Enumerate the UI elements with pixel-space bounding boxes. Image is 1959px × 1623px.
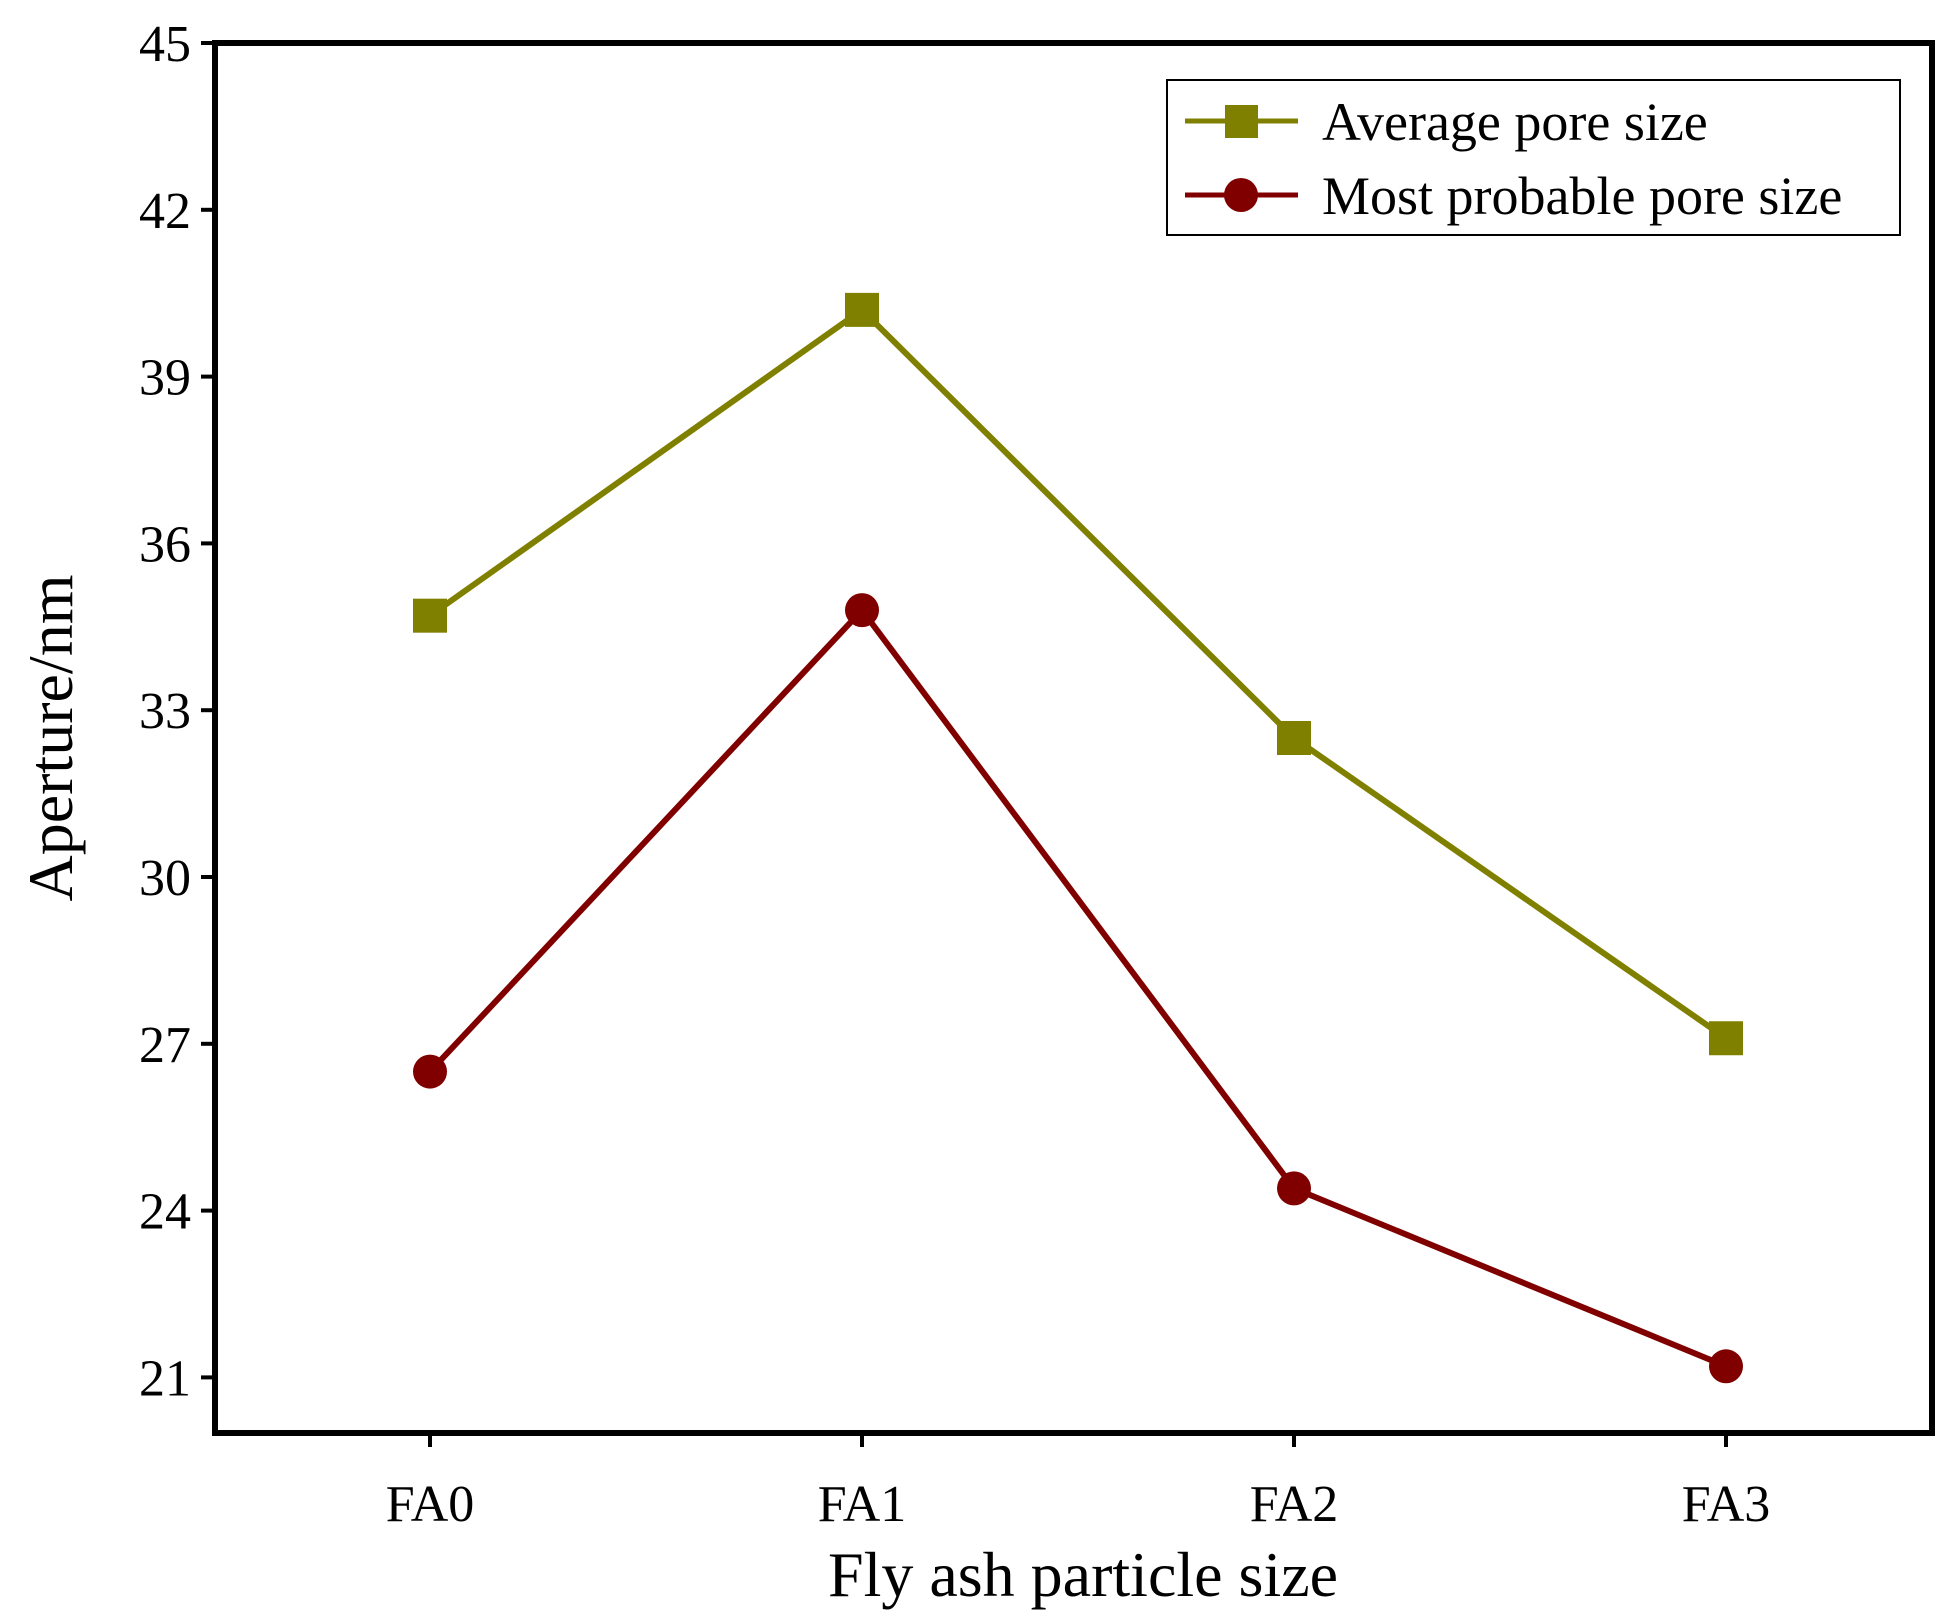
legend-marker-square bbox=[1225, 105, 1258, 138]
x-axis: FA0 FA1 FA2 FA3 bbox=[386, 1433, 1771, 1533]
y-tick-label: 36 bbox=[139, 516, 191, 573]
y-tick-label: 33 bbox=[139, 683, 191, 740]
x-tick-label: FA0 bbox=[386, 1476, 475, 1533]
legend: Average pore size Most probable pore siz… bbox=[1166, 79, 1901, 236]
data-point-circle bbox=[845, 593, 879, 628]
y-axis: 21 24 27 30 33 36 39 42 45 bbox=[139, 16, 215, 1407]
x-tick-label: FA1 bbox=[818, 1476, 907, 1533]
series-layer bbox=[413, 292, 1743, 1384]
x-tick-label: FA2 bbox=[1250, 1476, 1339, 1533]
data-point-square bbox=[1277, 721, 1311, 755]
data-point-circle bbox=[1277, 1171, 1311, 1206]
legend-marker-circle bbox=[1224, 178, 1258, 212]
legend-label-most-probable: Most probable pore size bbox=[1322, 166, 1842, 226]
data-point-square bbox=[413, 598, 447, 633]
series-line-0 bbox=[428, 306, 1728, 1041]
series-line-1 bbox=[427, 607, 1728, 1370]
x-tick-label: FA3 bbox=[1682, 1476, 1771, 1533]
y-tick-label: 45 bbox=[139, 16, 191, 73]
y-tick-label: 21 bbox=[139, 1350, 191, 1407]
data-point-circle bbox=[413, 1054, 447, 1089]
x-axis-title: Fly ash particle size bbox=[828, 1539, 1338, 1610]
legend-box bbox=[1166, 79, 1901, 236]
legend-label-average: Average pore size bbox=[1322, 92, 1708, 152]
y-tick-label: 24 bbox=[139, 1184, 191, 1241]
data-point-circle bbox=[1709, 1349, 1743, 1384]
plot-frame bbox=[212, 40, 1935, 1436]
data-point-square bbox=[845, 292, 879, 327]
y-tick-label: 39 bbox=[139, 350, 191, 407]
y-axis-title: Aperture/nm bbox=[15, 575, 86, 902]
y-tick-label: 42 bbox=[139, 183, 191, 240]
data-point-square bbox=[1709, 1021, 1743, 1056]
y-tick-label: 30 bbox=[139, 850, 191, 907]
y-tick-label: 27 bbox=[139, 1017, 191, 1074]
